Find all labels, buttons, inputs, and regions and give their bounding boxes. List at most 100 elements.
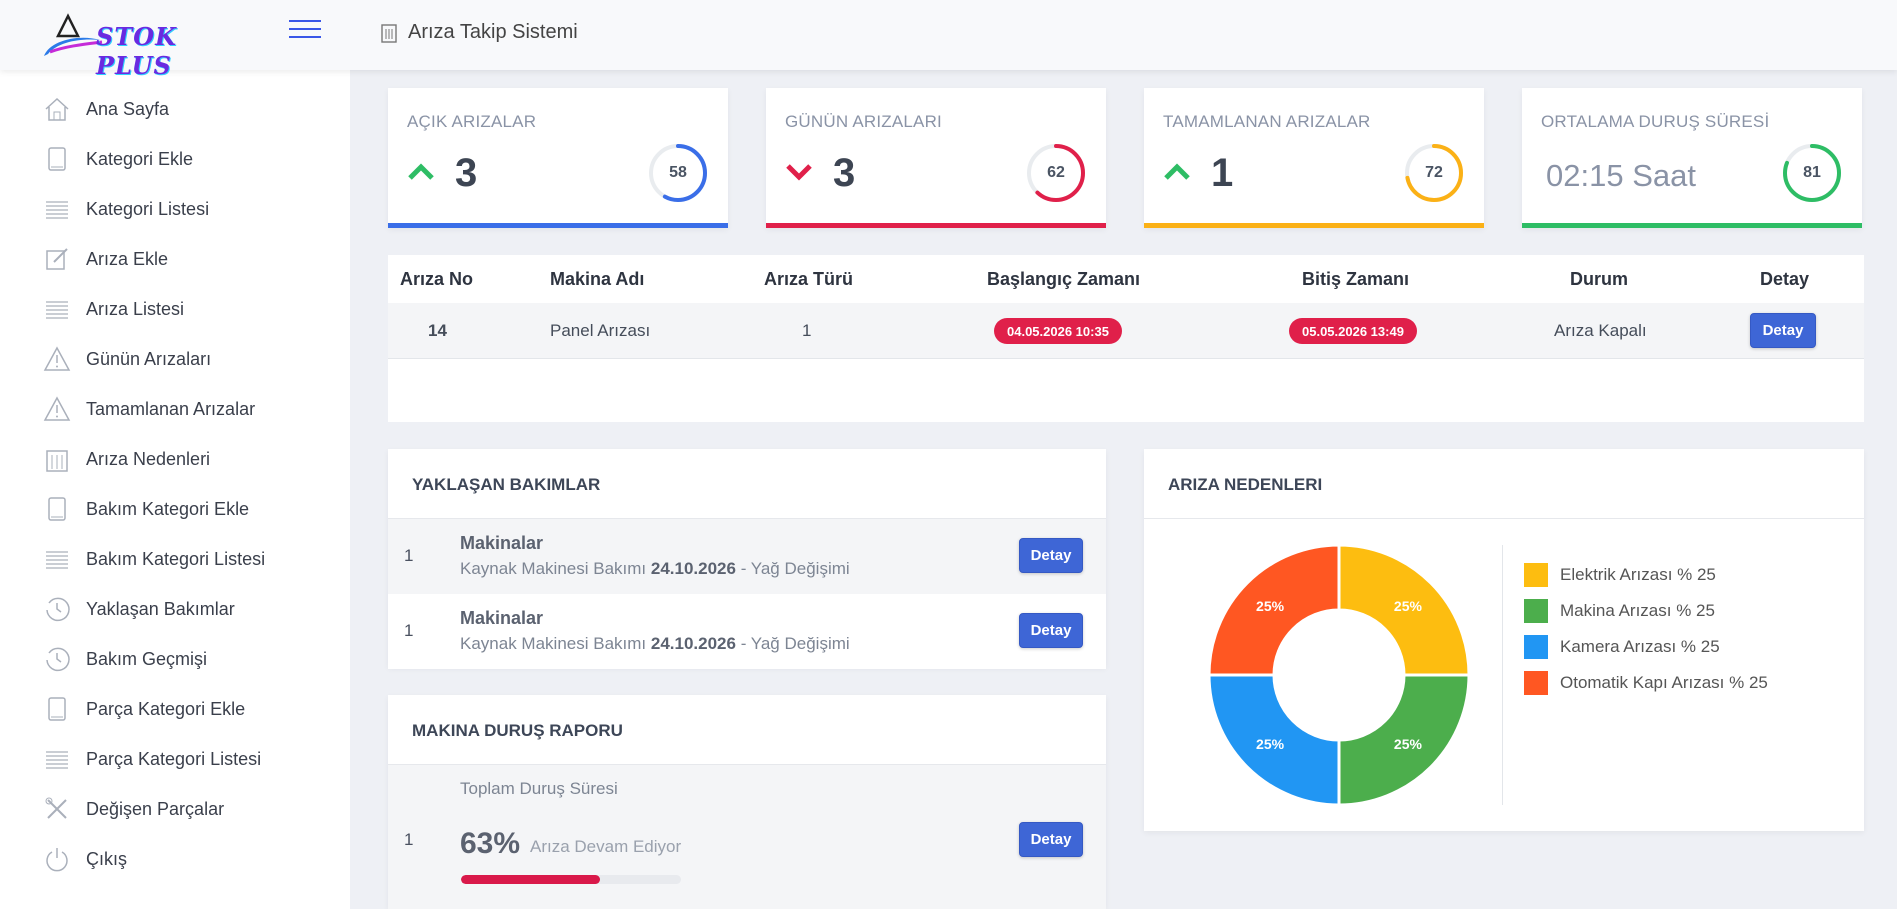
book-icon (42, 494, 72, 524)
list-icon (42, 194, 72, 224)
item-description: Kaynak Makinesi Bakımı 24.10.2026 - Yağ … (460, 634, 850, 653)
downtime-status: Arıza Devam Ediyor (530, 837, 682, 856)
sidebar-item-6[interactable]: Tamamlanan Arızalar (42, 389, 255, 429)
stat-accent-bar (766, 223, 1106, 228)
donut-slice-1[interactable] (1337, 673, 1471, 807)
donut-slice-label: 25% (1256, 598, 1285, 614)
stat-title: TAMAMLANAN ARIZALAR (1163, 112, 1371, 131)
legend-swatch (1524, 599, 1548, 623)
downtime-progress-bar (461, 875, 681, 884)
sidebar-item-label: Yaklaşan Bakımlar (86, 598, 235, 619)
donut-slice-0[interactable] (1337, 543, 1471, 677)
cell-fault-no: 14 (428, 321, 447, 340)
brand-name: STOK PLUS (96, 22, 177, 80)
progress-ring (1405, 144, 1463, 202)
progress-ring (649, 144, 707, 202)
sidebar-item-9[interactable]: Bakım Kategori Listesi (42, 539, 265, 579)
sidebar-item-3[interactable]: Arıza Ekle (42, 239, 168, 279)
legend-swatch (1524, 563, 1548, 587)
stat-title: ORTALAMA DURUŞ SÜRESİ (1541, 112, 1770, 131)
warning-icon (42, 394, 72, 424)
item-title: Makinalar (460, 533, 544, 553)
sidebar-item-label: Ana Sayfa (86, 98, 170, 119)
list-item: 1 Makinalar Kaynak Makinesi Bakımı 24.10… (388, 594, 1106, 669)
maintenance-detail-button[interactable]: Detay (1019, 538, 1083, 573)
downtime-report-panel: MAKINA DURUŞ RAPORU 1 Toplam Duruş Süres… (388, 695, 1106, 909)
table-row: 14 Panel Arızası 1 04.05.2026 10:35 05.0… (388, 303, 1864, 359)
list-icon (42, 544, 72, 574)
col-fault-type: Arıza Türü (764, 269, 854, 289)
sidebar-item-7[interactable]: Arıza Nedenleri (42, 439, 210, 479)
cell-fault-type: 1 (802, 321, 812, 340)
sidebar-item-4[interactable]: Arıza Listesi (42, 289, 184, 329)
sidebar-item-5[interactable]: Günün Arızaları (42, 339, 211, 379)
page-title: Arıza Takip Sistemi (380, 21, 578, 44)
progress-ring-value: 81 (1803, 164, 1821, 181)
stat-card: TAMAMLANAN ARIZALAR 1 72 (1144, 88, 1484, 228)
sidebar-item-12[interactable]: Parça Kategori Ekle (42, 689, 245, 729)
stat-accent-bar (1144, 223, 1484, 228)
downtime-detail-button[interactable]: Detay (1019, 822, 1083, 857)
progress-ring (1027, 144, 1085, 202)
faults-table: Arıza No Makina Adı Arıza Türü Başlangıç… (388, 255, 1864, 422)
sidebar-item-0[interactable]: Ana Sayfa (42, 89, 169, 129)
col-fault-no: Arıza No (400, 269, 474, 289)
panel-header: YAKLAŞAN BAKIMLAR (388, 449, 1106, 519)
legend-label: Makina Arızası % 25 (1560, 601, 1715, 620)
sidebar-item-label: Değişen Parçalar (86, 798, 225, 819)
sidebar-item-2[interactable]: Kategori Listesi (42, 189, 209, 229)
sidebar-item-8[interactable]: Bakım Kategori Ekle (42, 489, 249, 529)
donut-slice-label: 25% (1256, 736, 1285, 752)
brand-logo[interactable]: STOK PLUS (40, 12, 230, 80)
sidebar-item-label: Bakım Kategori Ekle (86, 498, 250, 519)
tools-icon (42, 794, 72, 824)
power-icon (42, 844, 72, 874)
item-description: Kaynak Makinesi Bakımı 24.10.2026 - Yağ … (460, 559, 850, 578)
clock-icon (42, 594, 72, 624)
sidebar-item-14[interactable]: Değişen Parçalar (42, 789, 224, 829)
legend-label: Kamera Arızası % 25 (1560, 637, 1720, 656)
donut-slice-3[interactable] (1207, 543, 1341, 677)
upcoming-maintenance-panel: YAKLAŞAN BAKIMLAR 1 Makinalar Kaynak Mak… (388, 449, 1106, 669)
legend-swatch (1524, 635, 1548, 659)
panel-header: MAKINA DURUŞ RAPORU (388, 695, 1106, 765)
chart-divider (1502, 545, 1503, 805)
book-icon (42, 144, 72, 174)
panel-title: YAKLAŞAN BAKIMLAR (412, 475, 601, 494)
downtime-label: Toplam Duruş Süresi (460, 779, 618, 798)
sidebar-item-label: Arıza Nedenleri (86, 448, 211, 469)
sidebar-item-11[interactable]: Bakım Geçmişi (42, 639, 207, 679)
sidebar-item-label: Kategori Ekle (86, 148, 194, 169)
menu-toggle-icon[interactable] (289, 20, 321, 42)
sidebar-item-label: Arıza Ekle (86, 248, 169, 269)
sidebar-item-10[interactable]: Yaklaşan Bakımlar (42, 589, 235, 629)
legend-item: Elektrik Arızası % 25 (1524, 563, 1716, 587)
trend-up-icon (408, 163, 434, 180)
progress-ring-value: 62 (1047, 164, 1065, 181)
list-icon (42, 294, 72, 324)
stat-value: 1 (1211, 151, 1234, 195)
end-time-badge: 05.05.2026 13:49 (1289, 318, 1417, 344)
donut-slice-2[interactable] (1207, 673, 1341, 807)
sidebar-item-15[interactable]: Çıkış (42, 839, 127, 879)
item-number: 1 (404, 621, 414, 640)
stat-card: AÇIK ARIZALAR 3 58 (388, 88, 728, 228)
sidebar-item-13[interactable]: Parça Kategori Listesi (42, 739, 261, 779)
start-time-badge: 04.05.2026 10:35 (994, 318, 1122, 344)
clock-icon (42, 644, 72, 674)
sidebar-item-label: Parça Kategori Ekle (86, 698, 246, 719)
fault-reasons-panel: ARIZA NEDENLERI 25% 25% 25% 25% (1144, 449, 1864, 831)
downtime-progress-fill (461, 875, 600, 884)
fault-detail-button[interactable]: Detay (1750, 313, 1816, 348)
list-item: 1 Makinalar Kaynak Makinesi Bakımı 24.10… (388, 519, 1106, 594)
trend-up-icon (1164, 163, 1190, 180)
sidebar-item-1[interactable]: Kategori Ekle (42, 139, 193, 179)
logo-mark-icon (44, 13, 103, 56)
stat-accent-bar (388, 223, 728, 228)
top-header: STOK PLUS Arıza Takip Sistemi (0, 0, 1897, 80)
stat-title: AÇIK ARIZALAR (407, 112, 537, 131)
downtime-percent: 63% (460, 827, 521, 860)
maintenance-detail-button[interactable]: Detay (1019, 613, 1083, 648)
building-icon (381, 23, 397, 43)
book-icon (42, 694, 72, 724)
